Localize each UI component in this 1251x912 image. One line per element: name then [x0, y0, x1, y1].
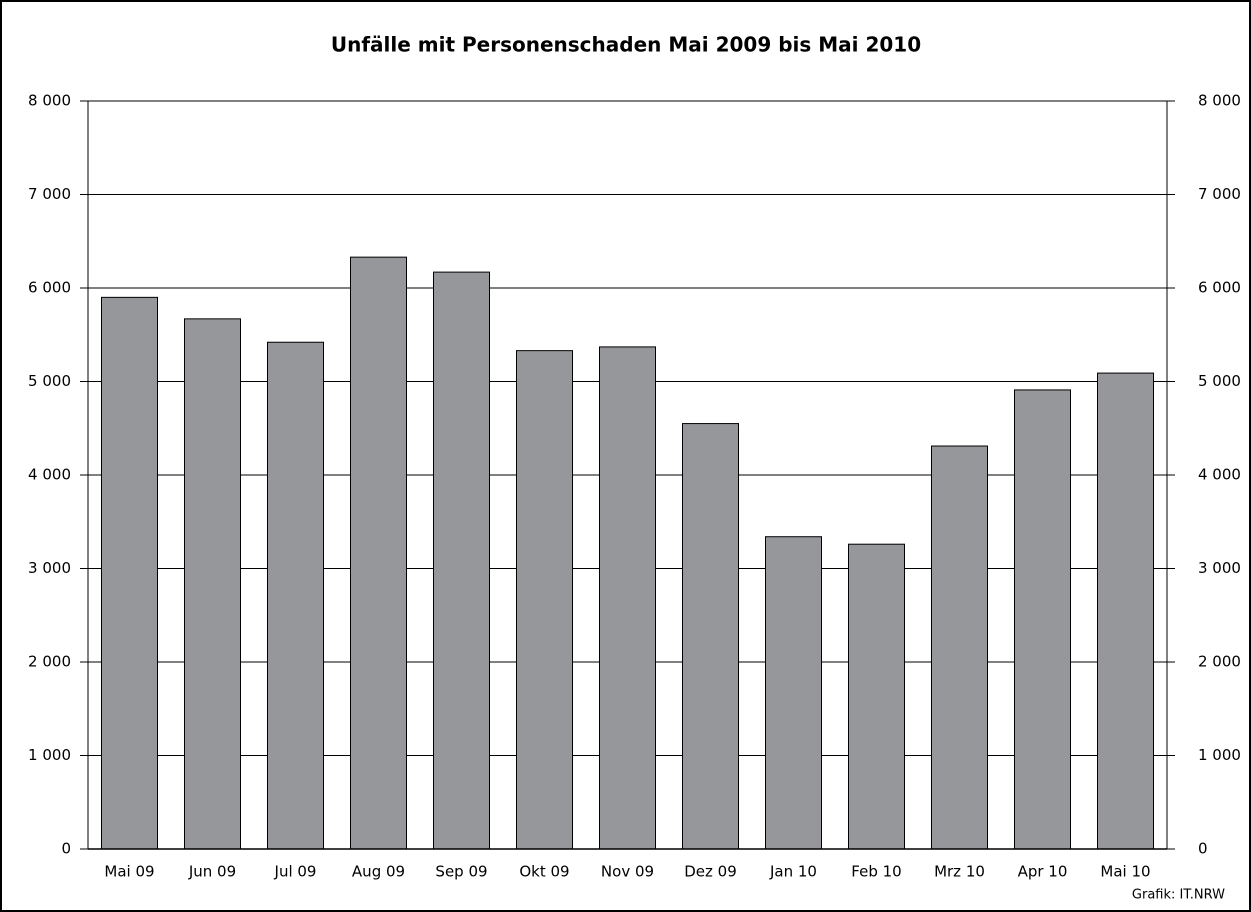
bar	[101, 296, 158, 850]
bar	[1097, 372, 1154, 850]
bar	[599, 346, 656, 850]
y2-tick-label: 2 000	[1198, 653, 1241, 671]
bar	[433, 271, 490, 850]
y-tick-label: 6 000	[28, 279, 71, 297]
bar	[848, 543, 905, 850]
y2-tick-label: 4 000	[1198, 466, 1241, 484]
bar	[350, 256, 407, 850]
x-tick-label: Sep 09	[435, 863, 487, 881]
y-tick-label: 0	[61, 840, 71, 858]
y2-tick-label: 7 000	[1198, 185, 1241, 203]
bar	[1014, 389, 1071, 850]
y-tick-label: 7 000	[28, 185, 71, 203]
y2-tick-label: 5 000	[1198, 372, 1241, 390]
y-tick-label: 3 000	[28, 559, 71, 577]
x-tick-label: Mai 10	[1100, 863, 1150, 881]
x-tick-label: Dez 09	[684, 863, 737, 881]
bar	[267, 341, 324, 850]
bar	[184, 318, 241, 850]
bar	[682, 423, 739, 850]
x-tick-label: Jun 09	[188, 863, 236, 881]
x-tick-label: Apr 10	[1018, 863, 1068, 881]
y2-tick-label: 6 000	[1198, 279, 1241, 297]
x-tick-label: Mai 09	[104, 863, 154, 881]
y-tick-label: 2 000	[28, 653, 71, 671]
y2-tick-label: 0	[1198, 840, 1208, 858]
bar	[765, 536, 822, 850]
y2-tick-label: 1 000	[1198, 746, 1241, 764]
x-tick-label: Jan 10	[769, 863, 817, 881]
y-tick-label: 4 000	[28, 466, 71, 484]
y2-tick-label: 3 000	[1198, 559, 1241, 577]
x-tick-label: Feb 10	[851, 863, 901, 881]
y-tick-label: 5 000	[28, 372, 71, 390]
chart-title: Unfälle mit Personenschaden Mai 2009 bis…	[331, 33, 921, 57]
y-tick-label: 1 000	[28, 746, 71, 764]
x-tick-label: Nov 09	[601, 863, 654, 881]
bar	[931, 445, 988, 850]
x-tick-label: Mrz 10	[934, 863, 985, 881]
x-tick-label: Jul 09	[274, 863, 317, 881]
source: Grafik: IT.NRW	[1132, 888, 1225, 903]
y2-tick-label: 8 000	[1198, 92, 1241, 110]
y-tick-label: 8 000	[28, 92, 71, 110]
x-tick-label: Aug 09	[352, 863, 405, 881]
bar	[516, 350, 573, 850]
x-tick-label: Okt 09	[519, 863, 569, 881]
